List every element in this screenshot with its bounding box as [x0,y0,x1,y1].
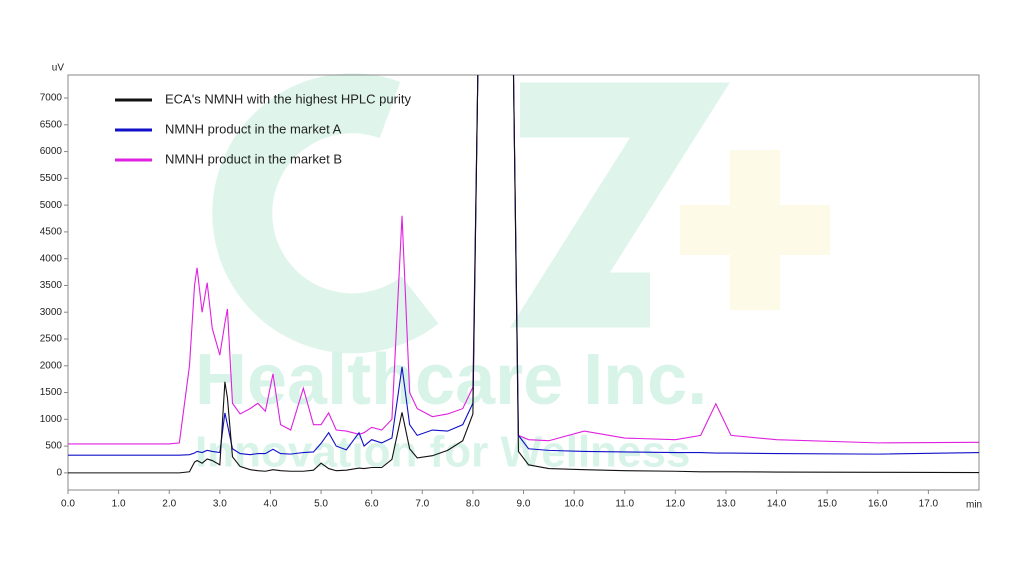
y-tick-label: 1500 [40,387,63,398]
plot-lines [68,75,979,474]
x-tick-label: 1.0 [112,499,126,510]
x-tick-label: 14.0 [767,499,787,510]
y-tick-label: 3500 [40,280,63,291]
legend-text: NMNH product in the market B [165,151,342,166]
x-axis-label: min [966,500,982,511]
y-tick-label: 7000 [40,93,63,104]
x-tick-label: 13.0 [716,499,736,510]
series-line [68,75,979,445]
y-tick-label: 5000 [40,200,63,211]
x-tick-label: 0.0 [61,499,75,510]
x-tick-label: 4.0 [263,499,277,510]
y-tick-label: 4500 [40,227,63,238]
watermark-logo [212,73,830,354]
x-tick-label: 16.0 [868,499,888,510]
x-tick-label: 8.0 [466,499,480,510]
x-tick-label: 11.0 [615,499,634,510]
x-tick-label: 2.0 [162,499,176,510]
y-tick-label: 3000 [40,307,63,318]
watermark-text: Healthcare Inc. [195,340,707,420]
y-tick-label: 6500 [40,119,63,130]
x-tick-label: 3.0 [213,499,227,510]
y-tick-label: 4000 [40,253,63,264]
y-tick-label: 0 [56,468,62,479]
x-tick-label: 10.0 [564,499,584,510]
legend-text: NMNH product in the market A [165,121,342,136]
y-tick-label: 2500 [40,334,63,345]
x-tick-label: 9.0 [517,499,531,510]
series-line [68,75,979,474]
y-tick-label: 2000 [40,360,63,371]
x-tick-label: 5.0 [314,499,328,510]
x-tick-label: 12.0 [666,499,686,510]
y-tick-label: 5500 [40,173,63,184]
y-tick-label: 6000 [40,146,63,157]
x-tick-label: 7.0 [415,499,429,510]
y-tick-label: 1000 [40,414,63,425]
x-tick-label: 6.0 [365,499,379,510]
y-axis-label: uV [52,63,65,74]
legend-text: ECA's NMNH with the highest HPLC purity [165,91,411,106]
x-tick-label: 15.0 [817,499,837,510]
series-line [68,75,979,456]
y-tick-label: 500 [45,441,62,452]
x-tick-label: 17.0 [919,499,939,510]
